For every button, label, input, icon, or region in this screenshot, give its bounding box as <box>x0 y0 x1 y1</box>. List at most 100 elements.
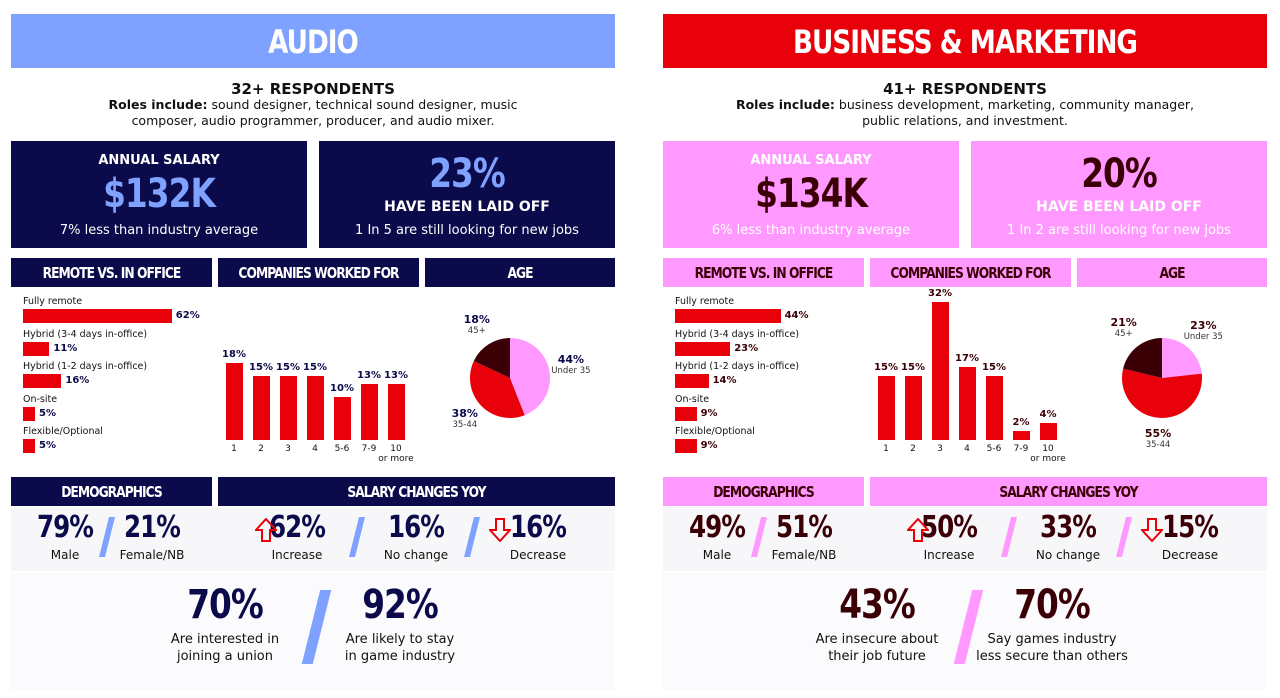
company-value: 18% <box>222 348 246 360</box>
age-pie <box>470 338 551 419</box>
remote-bar <box>23 374 62 388</box>
stat-value: 15% <box>1162 510 1219 545</box>
pie-slice <box>510 338 551 416</box>
company-bar <box>931 302 949 440</box>
arrow-icon <box>1141 518 1163 542</box>
remote-label: On-site <box>23 393 58 405</box>
remote-bar <box>675 439 697 453</box>
stat-value: 16% <box>510 510 567 545</box>
section-header: REMOTE VS. IN OFFICE <box>11 258 212 287</box>
salary-label: ANNUAL SALARY <box>750 153 872 168</box>
remote-value: 9% <box>700 407 718 419</box>
section-title: SALARY CHANGES YOY <box>347 483 486 501</box>
highlight-value: 70% <box>187 582 264 628</box>
highlight-label: Say games industry less secure than othe… <box>976 632 1128 664</box>
company-bar <box>360 384 378 440</box>
laid-off-label: HAVE BEEN LAID OFF <box>384 199 550 215</box>
remote-bar <box>23 341 50 356</box>
company-category: 1 <box>883 444 889 454</box>
company-bar <box>225 362 243 440</box>
roles-label: Roles include: <box>108 97 208 112</box>
company-value: 15% <box>303 361 327 373</box>
section-title: REMOTE VS. IN OFFICE <box>42 264 182 282</box>
company-value: 4% <box>1039 408 1057 420</box>
company-category: 4 <box>312 444 318 454</box>
remote-bar <box>23 309 172 323</box>
roles: Roles include: sound designer, technical… <box>83 97 543 129</box>
section-title: REMOTE VS. IN OFFICE <box>694 264 834 282</box>
stat-value: 51% <box>776 510 833 545</box>
stat-value: 50% <box>921 510 978 545</box>
highlight-label: Are interested in joining a union <box>170 632 280 664</box>
section-title: DEMOGRAPHICS <box>713 483 815 501</box>
company-value: 15% <box>874 361 898 373</box>
salary-box: ANNUAL SALARY $134K 6% less than industry … <box>663 141 959 248</box>
company-category: 3 <box>285 444 291 454</box>
stat-value: 79% <box>37 510 94 545</box>
title: BUSINESS & MARKETING <box>792 23 1138 61</box>
stat-value: 21% <box>124 510 181 545</box>
stat-label: Decrease <box>509 548 567 562</box>
laid-off-value: 23% <box>429 151 506 197</box>
age-label: Under 35 <box>1183 331 1223 342</box>
arrow-icon <box>489 518 511 542</box>
highlight-label: Are insecure about their job future <box>815 632 939 664</box>
section-header: AGE <box>425 258 615 287</box>
remote-value: 11% <box>53 342 78 354</box>
laid-off-label: HAVE BEEN LAID OFF <box>1036 199 1202 215</box>
highlight-label: Are likely to stay in game industry <box>344 632 456 664</box>
age-value: 38% <box>451 407 478 421</box>
pie-slice <box>1122 368 1202 418</box>
company-category: 7-9 <box>1013 444 1029 454</box>
salary-note: 6% less than industry average <box>711 223 911 238</box>
laid-off-note: 1 In 2 are still looking for new jobs <box>1007 223 1231 238</box>
roles-text: sound designer, technical sound designer… <box>131 97 518 128</box>
stat-label: No change <box>383 548 449 562</box>
section-header: AGE <box>1077 258 1267 287</box>
title: AUDIO <box>268 23 359 61</box>
remote-label: Hybrid (3-4 days in-office) <box>675 328 800 340</box>
stat-label: Male <box>50 548 80 562</box>
remote-bar <box>675 341 731 356</box>
company-value: 32% <box>928 288 952 300</box>
laid-off-note: 1 In 5 are still looking for new jobs <box>355 223 579 238</box>
company-bar <box>279 375 297 440</box>
remote-label: Hybrid (1-2 days in-office) <box>23 361 148 372</box>
remote-label: Hybrid (1-2 days in-office) <box>675 361 800 372</box>
salary-label: ANNUAL SALARY <box>98 153 220 168</box>
age-pie <box>1122 338 1202 418</box>
salary-note: 7% less than industry average <box>59 223 259 238</box>
remote-label: On-site <box>675 393 710 405</box>
company-value: 2% <box>1012 417 1030 429</box>
roles-text: business development, marketing, communi… <box>838 97 1195 128</box>
age-label: Under 35 <box>551 366 591 377</box>
roles-label: Roles include: <box>735 97 835 112</box>
section-header: COMPANIES WORKED FOR <box>218 258 419 287</box>
section-header: DEMOGRAPHICS <box>11 477 212 506</box>
pie-slice <box>470 360 525 419</box>
remote-bar <box>675 406 697 421</box>
salary-box: ANNUAL SALARY $132K 7% less than industry … <box>11 141 307 248</box>
pie-slice <box>1123 338 1162 378</box>
section-header: COMPANIES WORKED FOR <box>870 258 1071 287</box>
age-value: 44% <box>557 353 585 367</box>
remote-label: Hybrid (3-4 days in-office) <box>23 328 148 340</box>
remote-bar <box>675 374 709 388</box>
section-header: SALARY CHANGES YOY <box>870 477 1267 506</box>
company-category: 7-9 <box>361 444 377 454</box>
company-category: 3 <box>937 444 943 454</box>
section-title: COMPANIES WORKED FOR <box>238 264 399 282</box>
company-category: 5-6 <box>334 444 350 454</box>
stat-label: Female/NB <box>771 548 837 562</box>
company-category: 5-6 <box>986 444 1002 454</box>
stat-value: 62% <box>269 510 326 545</box>
company-bar <box>877 375 895 440</box>
company-bar <box>985 375 1003 440</box>
remote-label: Flexible/Optional <box>675 426 755 437</box>
respondents: 41+ RESPONDENTS <box>883 80 1047 98</box>
company-bar <box>904 375 922 440</box>
remote-value: 9% <box>700 440 718 451</box>
arrow <box>907 518 929 542</box>
stat-value: 49% <box>689 510 746 545</box>
